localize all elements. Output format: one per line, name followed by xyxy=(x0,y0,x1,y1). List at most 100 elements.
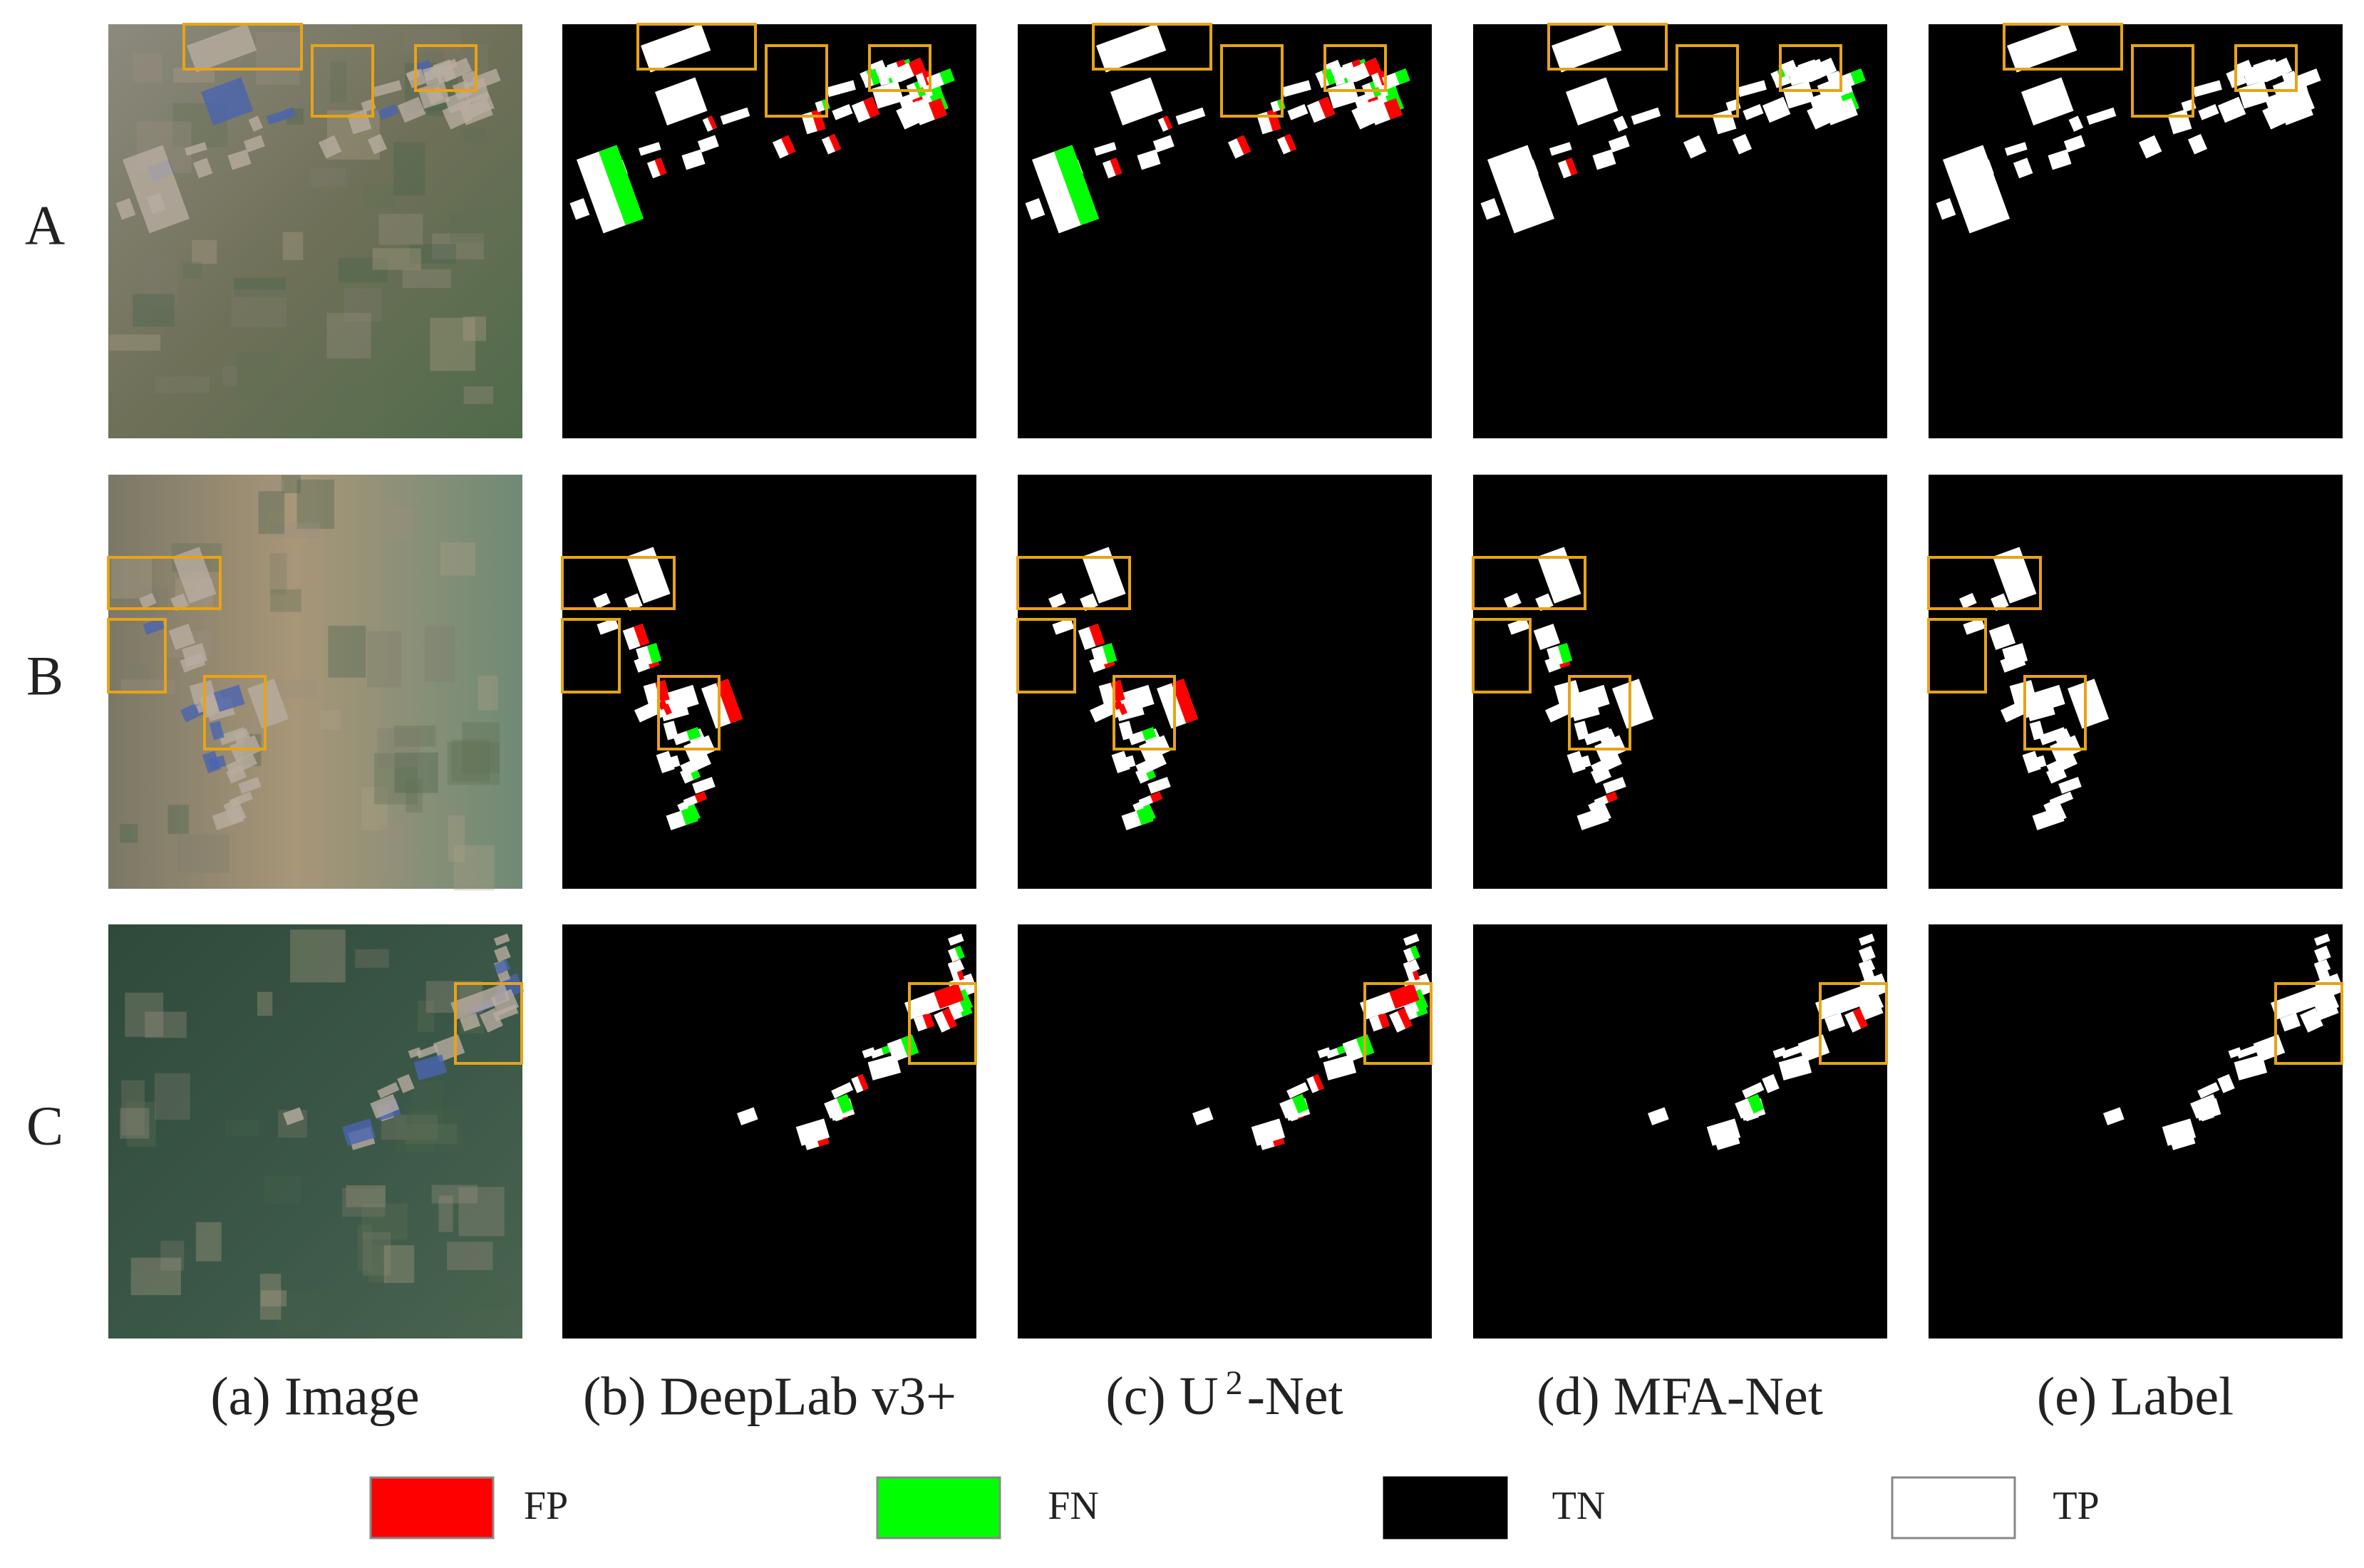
image-texture xyxy=(310,167,346,187)
image-texture xyxy=(406,1109,463,1152)
mask-background xyxy=(1018,475,1432,889)
image-texture xyxy=(195,1222,222,1262)
image-texture xyxy=(133,53,162,83)
building-mask xyxy=(1118,721,1134,741)
image-texture xyxy=(143,257,177,307)
building-mask xyxy=(2300,1008,2323,1033)
roof xyxy=(493,945,511,962)
image-texture xyxy=(386,507,413,540)
building-mask xyxy=(1533,624,1561,650)
image-texture xyxy=(425,626,455,682)
building-mask xyxy=(1192,1107,1214,1125)
image-texture xyxy=(231,289,287,328)
building-mask xyxy=(2279,1012,2301,1032)
false-positive xyxy=(811,109,826,132)
building-mask xyxy=(2007,24,2077,73)
roof xyxy=(283,1107,304,1125)
caption-text: -Net xyxy=(1247,1366,1343,1426)
image-texture xyxy=(357,1224,372,1271)
building-mask xyxy=(1080,593,1098,612)
highlight-box xyxy=(182,23,303,71)
image-texture xyxy=(458,1187,505,1237)
image-texture xyxy=(290,929,346,983)
false-negative xyxy=(914,80,926,98)
mask-background xyxy=(562,924,976,1339)
building-mask xyxy=(1175,107,1206,125)
image-texture xyxy=(381,1114,438,1140)
building-mask xyxy=(1537,547,1581,604)
image-texture xyxy=(270,522,320,538)
roof xyxy=(408,1047,422,1058)
building-mask xyxy=(1993,547,2037,604)
building-mask xyxy=(641,24,711,73)
image-texture xyxy=(270,589,301,612)
roof xyxy=(266,107,296,125)
legend-label: TN xyxy=(1552,1484,1606,1528)
roof xyxy=(201,77,254,125)
building-mask xyxy=(2226,68,2241,81)
image-texture xyxy=(394,752,438,793)
image-texture xyxy=(435,1195,460,1226)
image-texture xyxy=(463,316,487,341)
image-texture xyxy=(282,232,304,260)
building-mask xyxy=(1135,753,1167,776)
image-texture xyxy=(154,1073,190,1120)
roof xyxy=(480,1008,503,1033)
building-mask xyxy=(2228,1047,2242,1058)
roof xyxy=(184,142,207,156)
highlight-box xyxy=(765,44,828,118)
image-texture xyxy=(393,142,425,196)
building-mask xyxy=(655,77,708,125)
false-positive xyxy=(1378,1012,1390,1028)
roof xyxy=(440,57,473,83)
building-mask xyxy=(896,100,926,130)
building-mask xyxy=(2190,1093,2220,1119)
building-mask xyxy=(1988,624,2016,650)
caption-superscript: 2 xyxy=(1226,1364,1243,1402)
image-texture xyxy=(346,1185,386,1207)
building-mask xyxy=(1706,1118,1741,1146)
legend-label: FN xyxy=(1048,1484,1099,1528)
building-mask xyxy=(1608,135,1630,153)
building-mask xyxy=(1762,96,1791,123)
false-positive xyxy=(922,1012,935,1028)
highlight-box xyxy=(636,23,757,71)
building-mask xyxy=(2138,135,2162,159)
false-positive xyxy=(1389,983,1420,1009)
roof xyxy=(202,751,221,773)
panel xyxy=(1018,23,1432,438)
building-mask xyxy=(1603,777,1626,794)
roof xyxy=(219,727,247,746)
building-mask xyxy=(720,107,750,125)
image-texture xyxy=(279,1290,319,1332)
building-mask xyxy=(1082,547,1126,604)
image-texture xyxy=(478,676,498,711)
building-mask xyxy=(1403,959,1420,975)
false-positive xyxy=(941,1008,957,1029)
highlight-box xyxy=(107,556,222,610)
image-texture xyxy=(235,351,281,398)
building-mask xyxy=(2292,68,2321,90)
highlight-box xyxy=(1676,44,1739,118)
legend-label: FP xyxy=(524,1484,568,1528)
false-negative xyxy=(1136,806,1154,825)
false-positive xyxy=(828,133,842,152)
image-texture xyxy=(130,666,150,691)
building-mask xyxy=(1403,933,1420,947)
legend-label: TP xyxy=(2053,1484,2099,1528)
image-texture xyxy=(447,1242,493,1271)
mask-background xyxy=(1018,24,1432,438)
building-mask xyxy=(1095,24,1167,73)
image-texture xyxy=(430,317,475,371)
building-mask xyxy=(2313,959,2331,975)
image-texture xyxy=(225,1120,260,1136)
roof xyxy=(461,71,479,88)
false-positive xyxy=(1088,624,1105,646)
image-texture xyxy=(372,248,421,270)
building-mask xyxy=(1052,617,1075,635)
roof xyxy=(213,684,245,712)
image-texture xyxy=(258,491,285,535)
false-negative xyxy=(686,727,701,741)
image-texture xyxy=(336,382,383,438)
